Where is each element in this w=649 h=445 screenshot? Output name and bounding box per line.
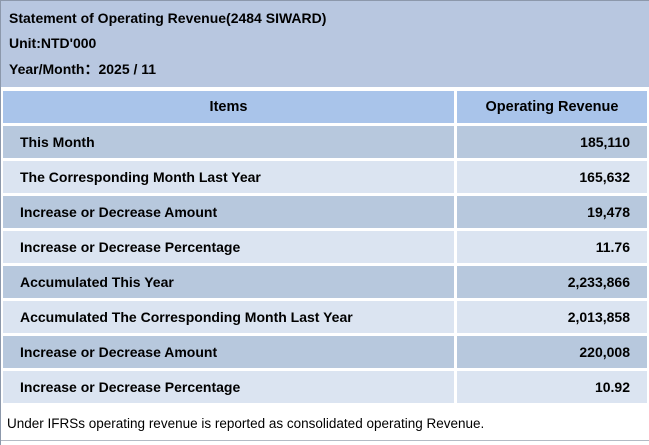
period-label: Year/Month：2025 / 11 xyxy=(9,60,157,77)
table-row-accumulated-corresponding-last-year: Accumulated The Corresponding Month Last… xyxy=(3,301,647,333)
table-row-this-month: This Month 185,110 xyxy=(3,126,647,158)
row-label: The Corresponding Month Last Year xyxy=(3,161,454,193)
row-value: 10.92 xyxy=(457,371,647,403)
footer-note: Under IFRSs operating revenue is reporte… xyxy=(1,406,649,441)
report-header: Statement of Operating Revenue(2484 SIWA… xyxy=(1,1,649,87)
table-row-increase-decrease-amount-month: Increase or Decrease Amount 19,478 xyxy=(3,196,647,228)
column-header-items: Items xyxy=(3,91,454,123)
row-value: 220,008 xyxy=(457,336,647,368)
row-label: Increase or Decrease Amount xyxy=(3,196,454,228)
revenue-table: Items Operating Revenue This Month 185,1… xyxy=(1,87,649,406)
table-header-row: Items Operating Revenue xyxy=(3,91,647,123)
row-value: 185,110 xyxy=(457,126,647,158)
row-label: This Month xyxy=(3,126,454,158)
row-label: Increase or Decrease Percentage xyxy=(3,371,454,403)
column-header-operating-revenue: Operating Revenue xyxy=(457,91,647,123)
row-value: 11.76 xyxy=(457,231,647,263)
row-label: Increase or Decrease Amount xyxy=(3,336,454,368)
table-row-increase-decrease-percentage-month: Increase or Decrease Percentage 11.76 xyxy=(3,231,647,263)
table-row-accumulated-this-year: Accumulated This Year 2,233,866 xyxy=(3,266,647,298)
row-value: 2,013,858 xyxy=(457,301,647,333)
row-label: Accumulated This Year xyxy=(3,266,454,298)
table-row-increase-decrease-percentage-accumulated: Increase or Decrease Percentage 10.92 xyxy=(3,371,647,403)
row-label: Accumulated The Corresponding Month Last… xyxy=(3,301,454,333)
unit-label: Unit:NTD'000 xyxy=(9,35,97,52)
row-value: 165,632 xyxy=(457,161,647,193)
footer-note-text: Under IFRSs operating revenue is reporte… xyxy=(7,415,485,431)
report-title: Statement of Operating Revenue(2484 SIWA… xyxy=(9,9,327,26)
table-row-increase-decrease-amount-accumulated: Increase or Decrease Amount 220,008 xyxy=(3,336,647,368)
row-value: 2,233,866 xyxy=(457,266,647,298)
table-row-corresponding-month-last-year: The Corresponding Month Last Year 165,63… xyxy=(3,161,647,193)
row-value: 19,478 xyxy=(457,196,647,228)
row-label: Increase or Decrease Percentage xyxy=(3,231,454,263)
